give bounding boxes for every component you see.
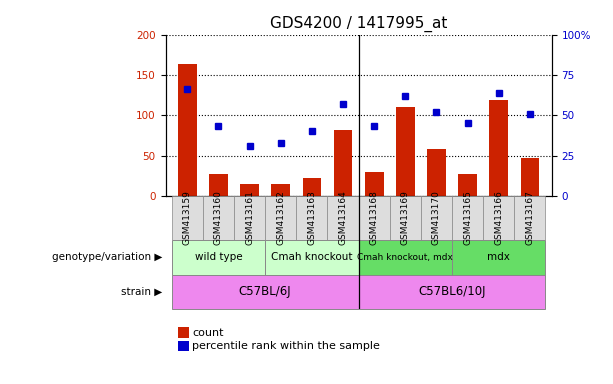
- Title: GDS4200 / 1417995_at: GDS4200 / 1417995_at: [270, 16, 447, 32]
- Bar: [427, 149, 446, 196]
- Text: GSM413169: GSM413169: [401, 190, 410, 245]
- Text: C57BL6/10J: C57BL6/10J: [418, 285, 485, 298]
- Bar: [209, 174, 228, 196]
- Text: GSM413170: GSM413170: [432, 190, 441, 245]
- Text: wild type: wild type: [195, 252, 242, 262]
- Text: GSM413162: GSM413162: [276, 190, 285, 245]
- Bar: [483, 196, 514, 240]
- Bar: [172, 275, 359, 309]
- Text: Cmah knockout, mdx: Cmah knockout, mdx: [357, 253, 453, 262]
- Bar: [272, 184, 290, 196]
- Bar: [172, 196, 203, 240]
- Text: percentile rank within the sample: percentile rank within the sample: [192, 341, 380, 351]
- Text: GSM413165: GSM413165: [463, 190, 472, 245]
- Text: GSM413161: GSM413161: [245, 190, 254, 245]
- Bar: [296, 196, 327, 240]
- Text: GSM413163: GSM413163: [307, 190, 316, 245]
- Text: count: count: [192, 328, 224, 338]
- Bar: [359, 196, 390, 240]
- Text: genotype/variation ▶: genotype/variation ▶: [52, 252, 162, 262]
- Bar: [359, 275, 546, 309]
- Bar: [172, 240, 265, 275]
- Bar: [359, 240, 452, 275]
- Bar: [333, 130, 352, 196]
- Bar: [459, 174, 477, 196]
- Bar: [421, 196, 452, 240]
- Text: GSM413166: GSM413166: [494, 190, 503, 245]
- Bar: [489, 100, 508, 196]
- Bar: [303, 178, 321, 196]
- Bar: [234, 196, 265, 240]
- Text: mdx: mdx: [487, 252, 510, 262]
- Text: GSM413167: GSM413167: [525, 190, 535, 245]
- Bar: [203, 196, 234, 240]
- Bar: [520, 158, 539, 196]
- Text: GSM413164: GSM413164: [338, 190, 348, 245]
- Bar: [265, 196, 296, 240]
- Text: Cmah knockout: Cmah knockout: [271, 252, 352, 262]
- Text: C57BL/6J: C57BL/6J: [239, 285, 292, 298]
- Text: strain ▶: strain ▶: [121, 287, 162, 297]
- Text: GSM413159: GSM413159: [183, 190, 192, 245]
- Bar: [327, 196, 359, 240]
- Text: GSM413168: GSM413168: [370, 190, 379, 245]
- Bar: [452, 196, 483, 240]
- Bar: [365, 172, 384, 196]
- Bar: [390, 196, 421, 240]
- Bar: [396, 107, 414, 196]
- Text: GSM413160: GSM413160: [214, 190, 223, 245]
- Bar: [514, 196, 546, 240]
- Bar: [452, 240, 546, 275]
- Bar: [240, 184, 259, 196]
- Bar: [265, 240, 359, 275]
- Bar: [178, 65, 197, 196]
